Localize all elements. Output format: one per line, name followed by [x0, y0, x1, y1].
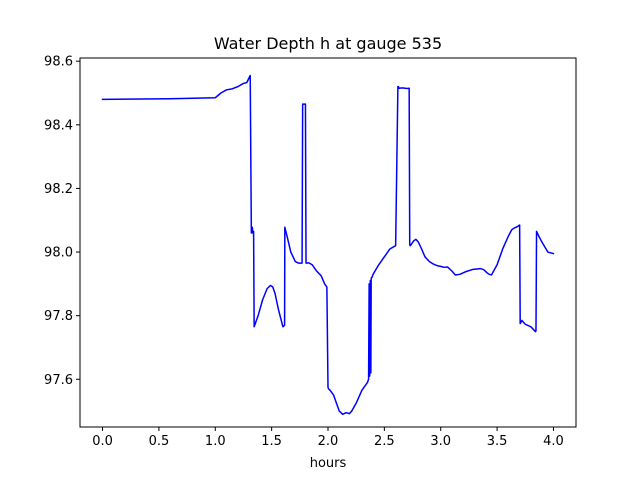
x-tick-label: 0.5 — [149, 434, 170, 449]
x-tick-label: 3.0 — [430, 434, 451, 449]
x-tick-label: 4.0 — [543, 434, 564, 449]
x-axis-label: hours — [310, 456, 347, 471]
y-tick-label: 97.6 — [44, 373, 73, 388]
y-tick-label: 98.0 — [44, 246, 73, 261]
y-tick-label: 97.8 — [44, 309, 73, 324]
y-axis-ticks: 97.6 97.8 98.0 98.2 98.4 98.6 — [44, 55, 80, 388]
y-tick-label: 98.4 — [44, 118, 73, 133]
x-tick-label: 2.5 — [374, 434, 395, 449]
x-axis-ticks: 0.0 0.5 1.0 1.5 2.0 2.5 3.0 3.5 4.0 — [92, 427, 564, 449]
y-tick-label: 98.6 — [44, 55, 73, 70]
series-line-1 — [101, 74, 555, 416]
x-tick-label: 0.0 — [92, 434, 113, 449]
x-tick-label: 1.5 — [261, 434, 282, 449]
x-tick-label: 2.0 — [318, 434, 339, 449]
x-tick-label: 3.5 — [487, 434, 508, 449]
x-tick-label: 1.0 — [205, 434, 226, 449]
y-tick-label: 98.2 — [44, 182, 73, 197]
chart-title: Water Depth h at gauge 535 — [214, 34, 442, 53]
